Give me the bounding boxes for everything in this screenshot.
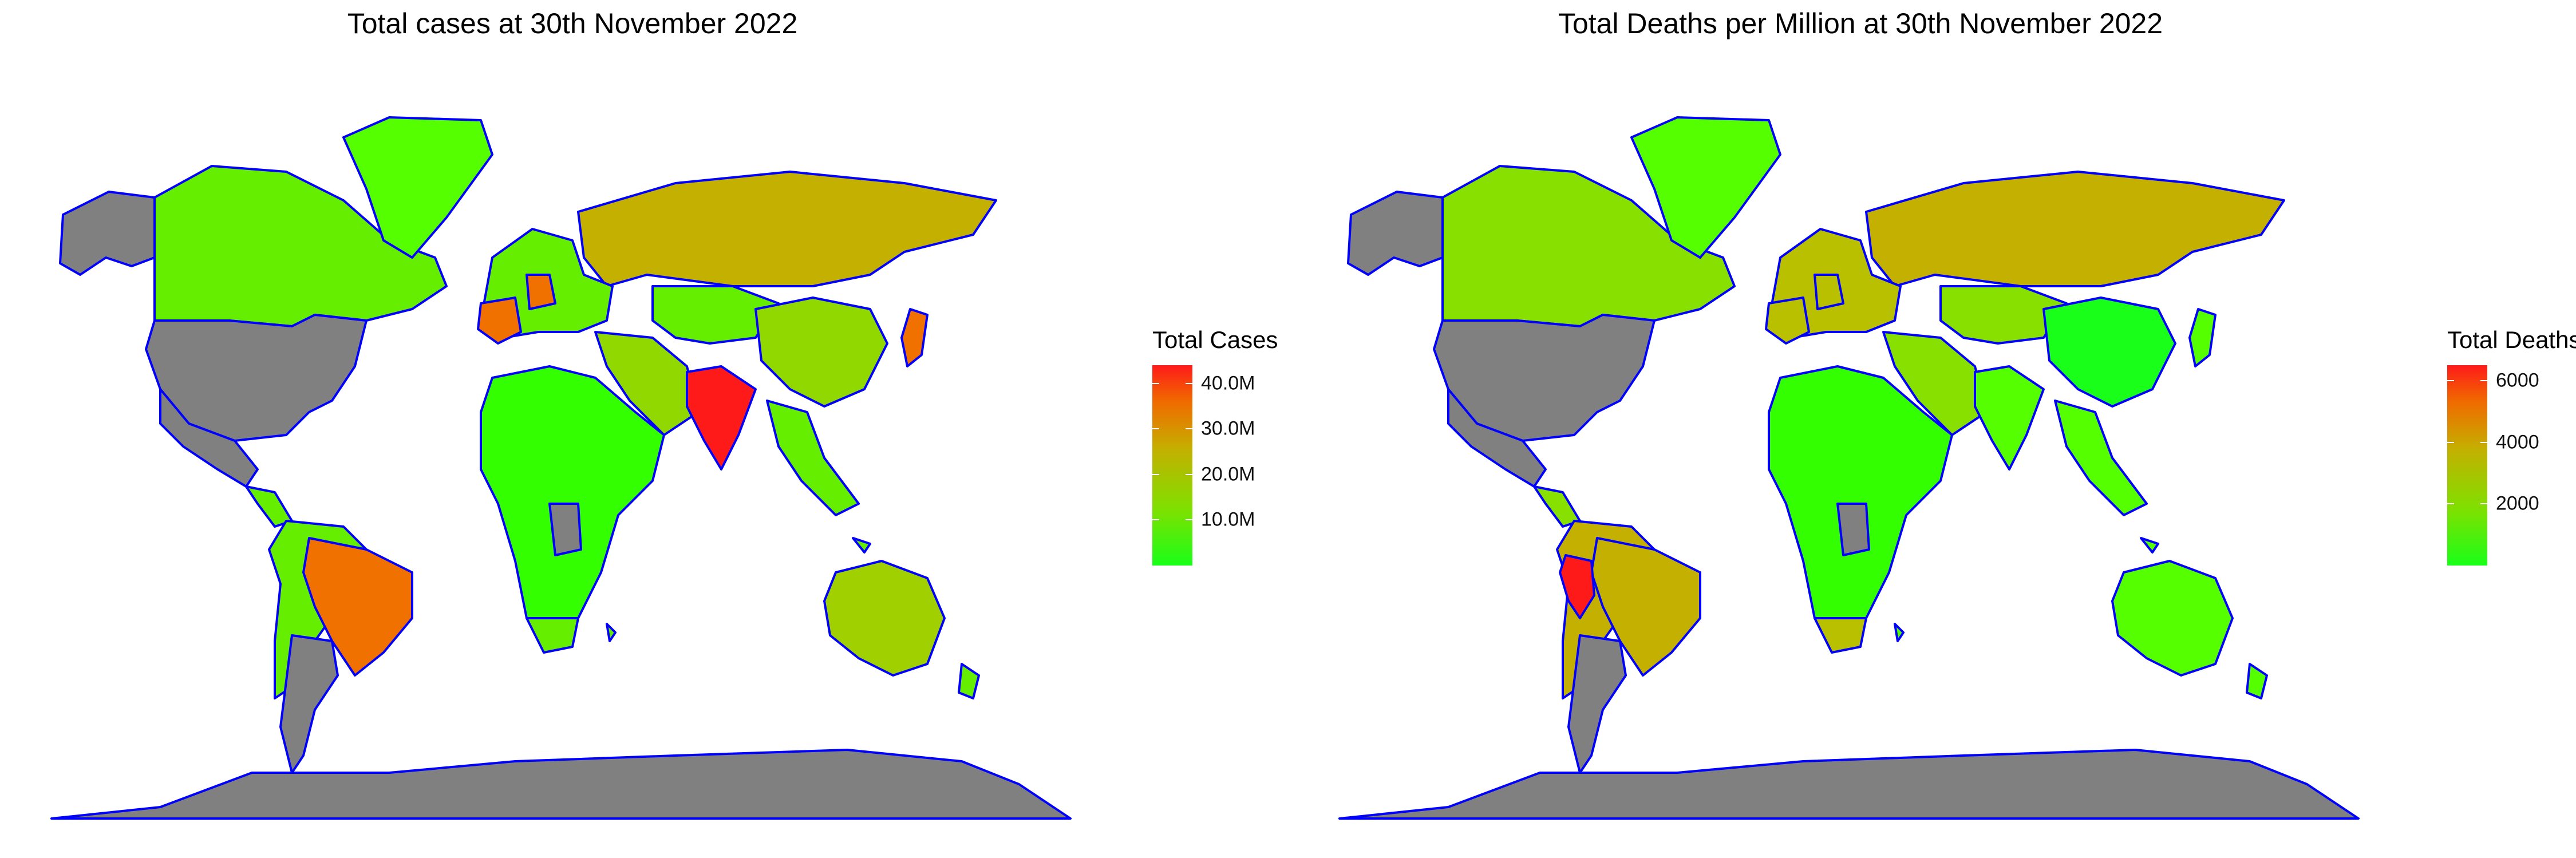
legend: Total Cases 40.0M 30.0M 20.0M 10.0M (1152, 326, 1278, 566)
region-france (1765, 296, 1810, 345)
region-germany (526, 274, 556, 310)
region-argentina (1567, 634, 1627, 774)
world-map (50, 116, 1072, 820)
region-india (686, 365, 757, 470)
region-japan (900, 308, 929, 367)
region-china (754, 296, 888, 408)
region-central-asia (1939, 285, 2068, 345)
legend-title: Total Deaths per Million (2447, 326, 2576, 353)
legend: Total Deaths per Million 6000 4000 2000 (2447, 326, 2576, 566)
region-middle-east (1882, 331, 1988, 436)
region-central-asia (651, 285, 780, 345)
legend-tick-label: 6000 (2496, 369, 2539, 392)
region-alaska (1347, 191, 1444, 276)
legend-tick-label: 20.0M (1201, 463, 1255, 485)
region-brazil (1590, 537, 1701, 677)
region-japan (2188, 308, 2217, 367)
region-islands (1894, 537, 2268, 699)
region-southeast-asia (766, 400, 860, 516)
region-argentina (279, 634, 339, 774)
world-map (1338, 116, 2360, 820)
region-france (477, 296, 522, 345)
map-title: Total Deaths per Million at 30th Novembe… (1558, 7, 2163, 39)
map-title: Total cases at 30th November 2022 (347, 7, 798, 39)
legend-tick-label: 4000 (2496, 431, 2539, 453)
region-middle-east (594, 331, 700, 436)
legend-tick-label: 40.0M (1201, 372, 1255, 394)
region-greenland (1630, 116, 1781, 259)
region-antarctica (1338, 749, 2360, 820)
region-south-africa (526, 617, 579, 654)
map-panel-deaths-per-million: Total Deaths per Million at 30th Novembe… (1288, 0, 2576, 858)
legend-tick-label: 30.0M (1201, 417, 1255, 440)
region-india (1974, 365, 2045, 470)
region-russia (577, 171, 997, 287)
region-australia (823, 560, 946, 677)
legend-colorbar (2447, 365, 2487, 566)
legend-tick-label: 10.0M (1201, 508, 1255, 531)
map-panel-total-cases: Total cases at 30th November 2022 Total … (50, 7, 1278, 820)
region-south-africa (1814, 617, 1867, 654)
region-russia (1865, 171, 2285, 287)
region-islands (606, 537, 980, 699)
region-china (2042, 296, 2176, 408)
region-brazil (302, 537, 413, 677)
region-southeast-asia (2054, 400, 2148, 516)
legend-colorbar (1152, 365, 1192, 566)
legend-tick-label: 2000 (2496, 492, 2539, 515)
region-australia (2111, 560, 2234, 677)
region-congo (548, 503, 582, 556)
region-peru (1559, 554, 1595, 619)
region-antarctica (50, 749, 1072, 820)
region-greenland (342, 116, 493, 259)
region-congo (1836, 503, 1870, 556)
region-alaska (59, 191, 156, 276)
legend-title: Total Cases (1152, 326, 1278, 353)
region-germany (1814, 274, 1844, 310)
